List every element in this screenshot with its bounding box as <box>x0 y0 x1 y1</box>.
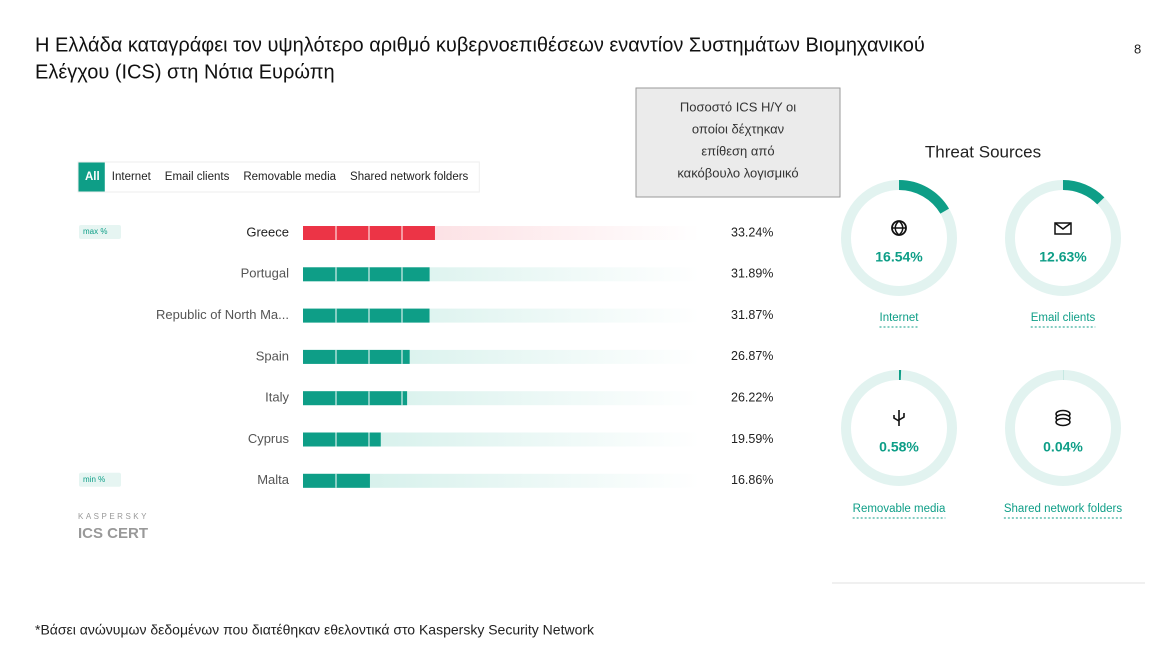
category-label: Spain <box>256 348 289 363</box>
category-label: Republic of North Ma... <box>156 307 289 322</box>
tag: max % <box>83 227 107 236</box>
gauge-value: 0.58% <box>879 439 919 455</box>
bar <box>303 432 381 447</box>
bar <box>303 308 430 323</box>
note-line: οποίοι δέχτηκαν <box>692 121 784 136</box>
icon <box>893 410 905 426</box>
tabs-frame <box>77 161 480 193</box>
gauge-value: 16.54% <box>875 249 923 265</box>
gauge-label: Email clients <box>1031 312 1096 324</box>
bar-track <box>303 432 700 447</box>
tab: Shared network folders <box>350 171 469 183</box>
page-number: 8 <box>1134 41 1141 56</box>
tab: Removable media <box>243 171 336 183</box>
tab: Email clients <box>165 171 230 183</box>
bar <box>303 349 410 364</box>
value-label: 31.89% <box>731 267 773 281</box>
note-line: Ποσοστό ICS Η/Υ οι <box>680 99 796 114</box>
bar <box>303 391 408 406</box>
category-label: Italy <box>265 390 289 405</box>
title-line-2: Ελέγχου (ICS) στη Νότια Ευρώπη <box>35 61 335 83</box>
gauge-label: Removable media <box>853 503 946 515</box>
gauge-track <box>841 370 957 486</box>
tag-bg <box>79 225 121 239</box>
icon <box>1054 222 1072 230</box>
bar <box>303 267 430 282</box>
logo-brand: KASPERSKY <box>78 512 149 521</box>
gauge-arc <box>1062 180 1105 205</box>
value-label: 19.59% <box>731 432 773 446</box>
value-label: 26.22% <box>731 390 773 404</box>
icon <box>1054 222 1072 235</box>
category-label: Cyprus <box>248 431 290 446</box>
title-line-1: Η Ελλάδα καταγράφει τον υψηλότερο αριθμό… <box>35 34 925 56</box>
tag-bg <box>79 472 121 487</box>
value-label: 16.86% <box>731 473 773 487</box>
icon <box>1055 417 1071 427</box>
gauge-arc <box>898 180 949 214</box>
note-box <box>635 87 841 198</box>
note-line: επίθεση από <box>701 143 774 158</box>
footnote: *Βάσει ανώνυμων δεδομένων που διατέθηκαν… <box>35 622 595 638</box>
category-label: Greece <box>246 224 289 239</box>
tag: min % <box>83 475 105 484</box>
gauge-title: Threat Sources <box>925 142 1041 161</box>
category-label: Malta <box>257 472 290 487</box>
gauge-track <box>1005 370 1121 486</box>
gauge-label: Shared network folders <box>1004 503 1123 515</box>
bar-track <box>303 473 700 488</box>
tab-active <box>78 162 105 192</box>
gauge-value: 0.04% <box>1043 439 1083 455</box>
tab: Internet <box>112 171 152 183</box>
logo-name: ICS CERT <box>78 525 148 542</box>
gauge-value: 12.63% <box>1039 249 1087 265</box>
value-label: 31.87% <box>731 308 773 322</box>
tab: All <box>85 171 100 183</box>
gauge-label: Internet <box>880 312 920 324</box>
value-label: 26.87% <box>731 349 773 363</box>
icon <box>892 220 906 236</box>
value-label: 33.24% <box>731 225 773 239</box>
note-line: κακόβουλο λογισμικό <box>677 165 798 180</box>
category-label: Portugal <box>241 266 290 281</box>
